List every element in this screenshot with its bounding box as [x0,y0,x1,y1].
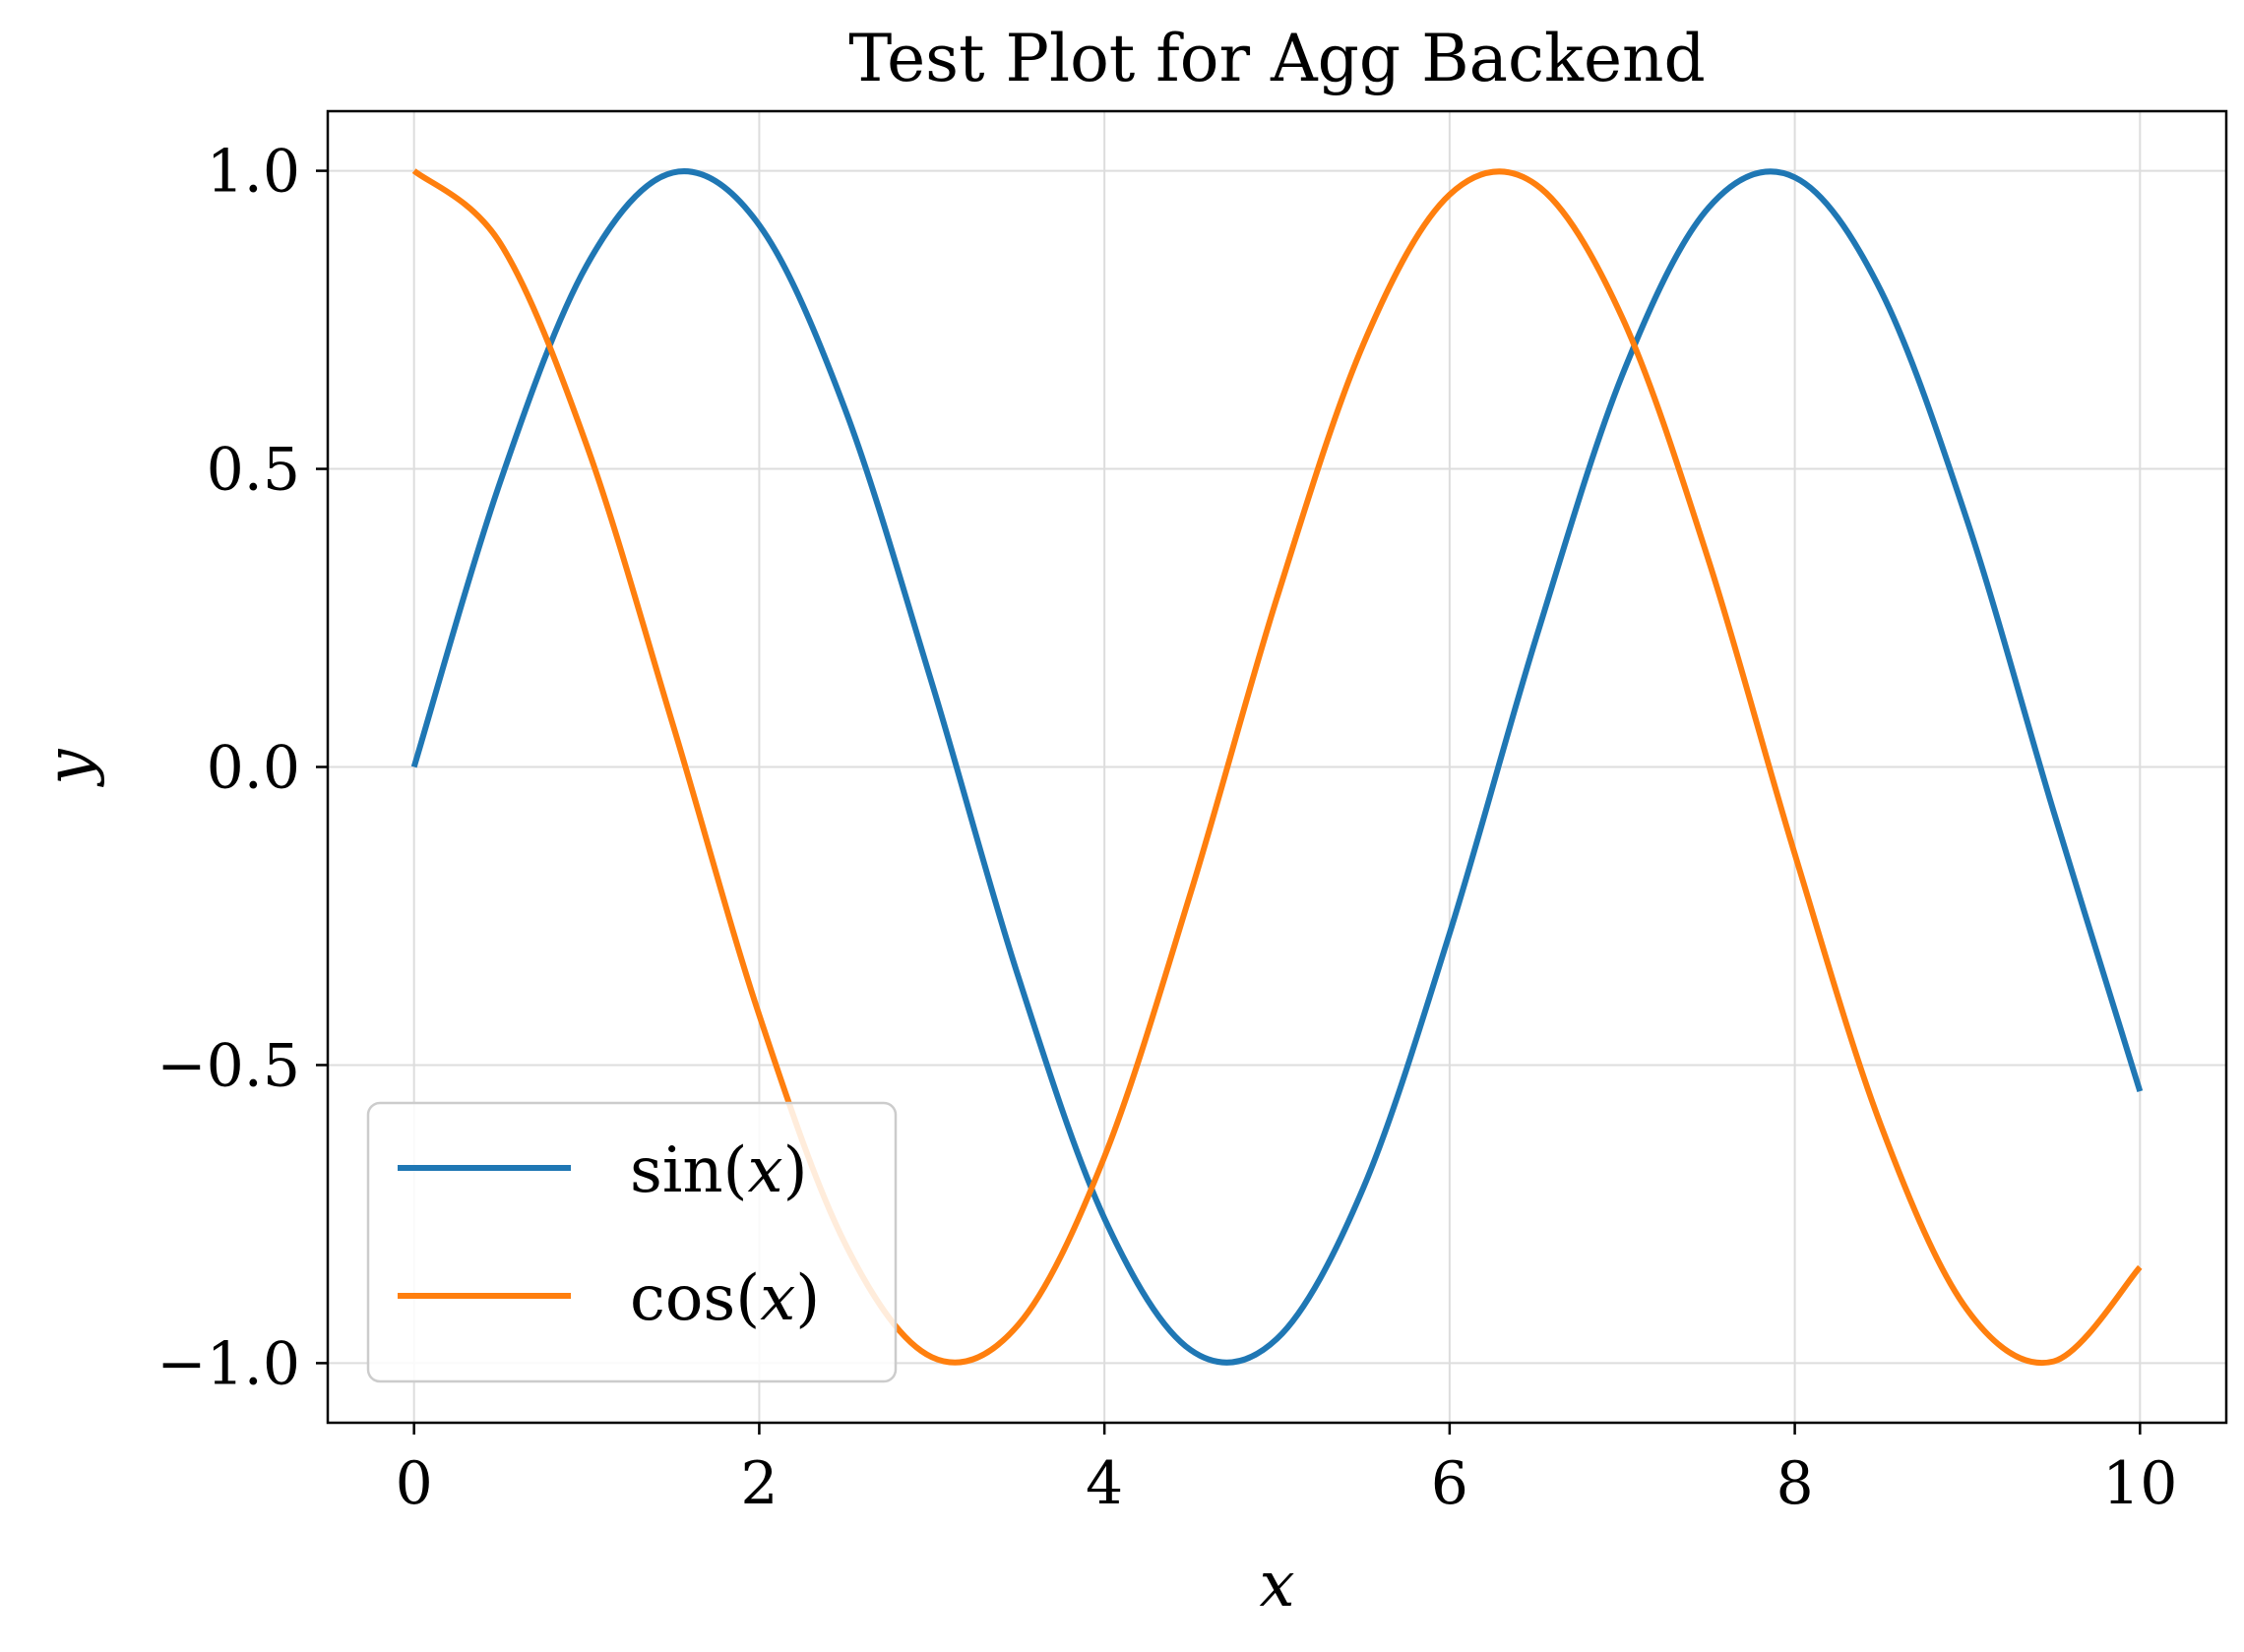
y-tick-label: −1.0 [156,1329,300,1398]
legend-label-1: cos(x) [630,1262,820,1335]
axis-ticks: 0 2 4 6 8 10 −1.0 −0.5 0.0 0.5 1.0 [156,138,2177,1518]
legend: sin(x) cos(x) [366,1101,898,1383]
y-tick-label: 1.0 [207,138,300,207]
y-axis-label: y [33,749,106,788]
plot-series [410,168,2144,1366]
y-tick-label: −0.5 [156,1031,300,1100]
chart-title: Test Plot for Agg Backend [848,21,1706,96]
x-tick-label: 4 [1086,1449,1123,1518]
x-axis-label: x [1259,1549,1294,1621]
x-tick-label: 6 [1431,1449,1468,1518]
y-tick-label: 0.5 [207,436,300,505]
x-tick-label: 10 [2102,1449,2177,1518]
x-tick-label: 8 [1776,1449,1813,1518]
y-tick-label: 0.0 [207,734,300,803]
legend-box [366,1101,898,1383]
x-tick-label: 2 [740,1449,778,1518]
x-tick-label: 0 [396,1449,433,1518]
series-line-1 [411,168,2143,1366]
legend-label-0: sin(x) [630,1134,808,1207]
series-line-0 [410,168,2144,1366]
